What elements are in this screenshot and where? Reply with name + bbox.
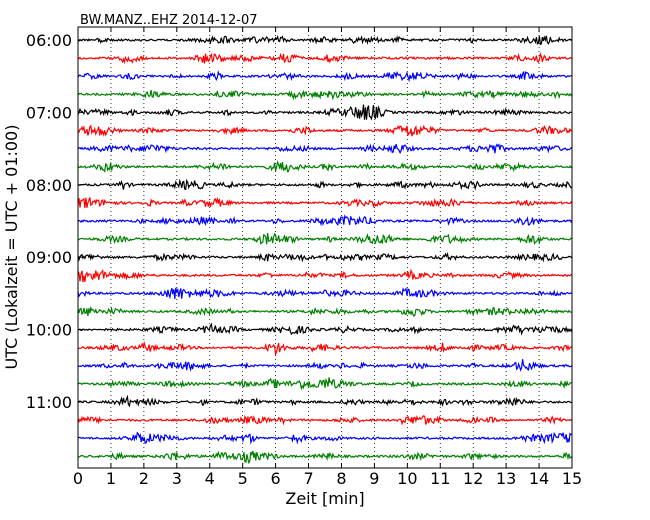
x-tick-label: 5 [238, 469, 248, 488]
x-tick-label: 10 [397, 469, 417, 488]
x-tick-label: 3 [172, 469, 182, 488]
trace-line [77, 287, 573, 300]
trace-line [77, 143, 573, 155]
trace-line [77, 377, 573, 391]
trace-line [77, 51, 573, 65]
x-tick-label: 14 [529, 469, 549, 488]
y-tick-label: 08:00 [26, 176, 72, 195]
x-axis-label: Zeit [min] [285, 489, 364, 508]
x-tick-label: 4 [205, 469, 215, 488]
x-tick-label: 11 [430, 469, 450, 488]
trace-line [77, 450, 573, 465]
x-tick-label: 13 [496, 469, 516, 488]
y-tick-label: 09:00 [26, 248, 72, 267]
trace-line [77, 414, 573, 426]
x-tick-label: 12 [463, 469, 483, 488]
y-tick-label: 07:00 [26, 103, 72, 122]
trace-line [77, 431, 573, 445]
x-tick-label: 9 [369, 469, 379, 488]
x-tick-label: 7 [303, 469, 313, 488]
x-axis-ticks: 0 1 2 3 4 5 6 7 8 9 10 11 12 13 14 15 [73, 27, 582, 488]
x-tick-label: 6 [271, 469, 281, 488]
chart-title: BW.MANZ..EHZ 2014-12-07 [80, 13, 258, 28]
x-tick-label: 1 [106, 469, 116, 488]
trace-line [77, 178, 573, 191]
x-tick-label: 15 [562, 469, 582, 488]
trace-line [77, 104, 573, 121]
y-axis-ticks: 06:00 07:00 08:00 09:00 10:00 11:00 [26, 31, 83, 412]
trace-line [77, 70, 573, 83]
trace-line [77, 196, 573, 209]
x-tick-label: 0 [73, 469, 83, 488]
trace-line [77, 214, 573, 227]
y-axis-label: UTC (Lokalzeit = UTC + 01:00) [2, 125, 21, 370]
trace-line [77, 89, 573, 101]
trace-line [77, 305, 573, 318]
trace-line [77, 232, 573, 245]
y-tick-label: 06:00 [26, 31, 72, 50]
trace-group [77, 34, 573, 465]
trace-line [77, 394, 573, 408]
trace-line [77, 359, 573, 372]
x-tick-label: 2 [139, 469, 149, 488]
y-tick-label: 11:00 [26, 393, 72, 412]
trace-line [77, 159, 573, 173]
y-tick-label: 10:00 [26, 321, 72, 340]
trace-line [77, 252, 573, 263]
x-tick-label: 8 [336, 469, 346, 488]
plot-frame [77, 26, 573, 469]
trace-line [77, 34, 573, 46]
trace-line [77, 124, 573, 138]
vertical-grid [110, 27, 540, 468]
trace-line [77, 268, 573, 283]
trace-line [77, 322, 573, 336]
trace-line [77, 340, 573, 357]
